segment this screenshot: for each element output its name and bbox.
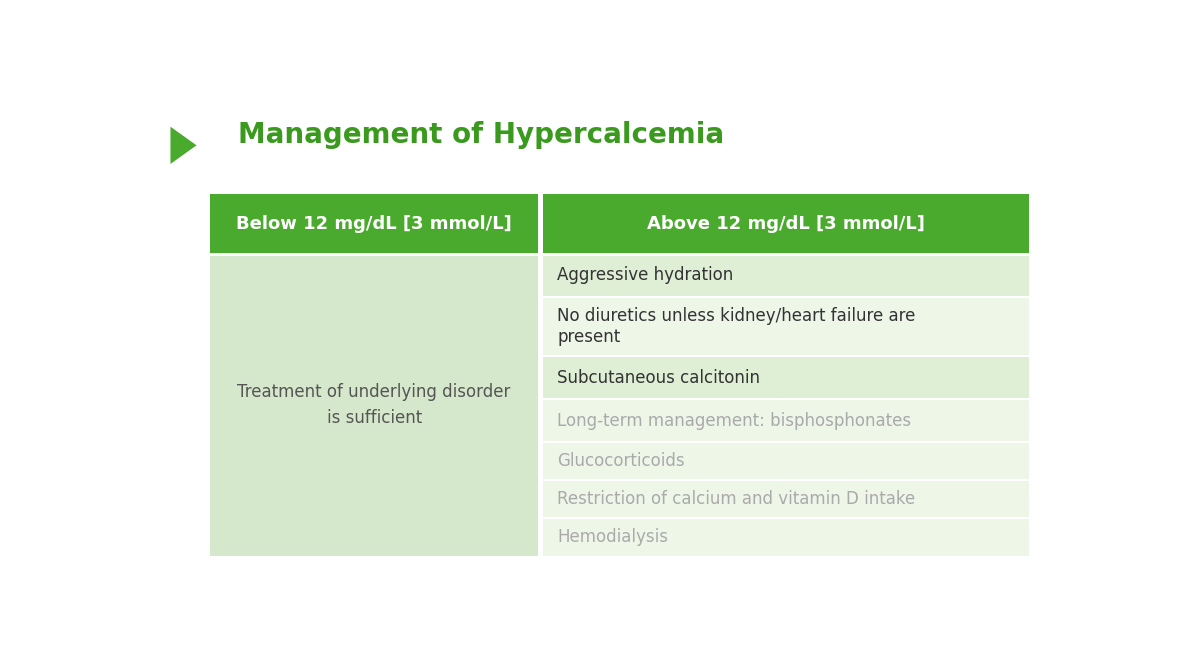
Text: Below 12 mg/dL [3 mmol/L]: Below 12 mg/dL [3 mmol/L]: [236, 215, 512, 233]
Bar: [544, 518, 1028, 556]
Text: Management of Hypercalcemia: Management of Hypercalcemia: [239, 121, 725, 149]
Text: Long-term management: bisphosphonates: Long-term management: bisphosphonates: [557, 412, 912, 430]
Bar: [544, 480, 1028, 518]
Bar: [544, 399, 1028, 442]
Bar: [210, 254, 538, 556]
Text: Subcutaneous calcitonin: Subcutaneous calcitonin: [557, 369, 761, 387]
Bar: [544, 442, 1028, 480]
Bar: [210, 194, 538, 254]
Text: Above 12 mg/dL [3 mmol/L]: Above 12 mg/dL [3 mmol/L]: [647, 215, 925, 233]
Text: Hemodialysis: Hemodialysis: [557, 528, 668, 546]
Bar: [544, 297, 1028, 356]
Bar: [544, 254, 1028, 297]
Text: Glucocorticoids: Glucocorticoids: [557, 452, 685, 470]
Text: Restriction of calcium and vitamin D intake: Restriction of calcium and vitamin D int…: [557, 490, 916, 508]
Text: No diuretics unless kidney/heart failure are
present: No diuretics unless kidney/heart failure…: [557, 307, 916, 346]
Bar: [544, 194, 1028, 254]
Bar: [544, 356, 1028, 399]
Text: Aggressive hydration: Aggressive hydration: [557, 267, 733, 284]
Polygon shape: [170, 127, 197, 164]
Text: Treatment of underlying disorder
is sufficient: Treatment of underlying disorder is suff…: [238, 382, 511, 427]
